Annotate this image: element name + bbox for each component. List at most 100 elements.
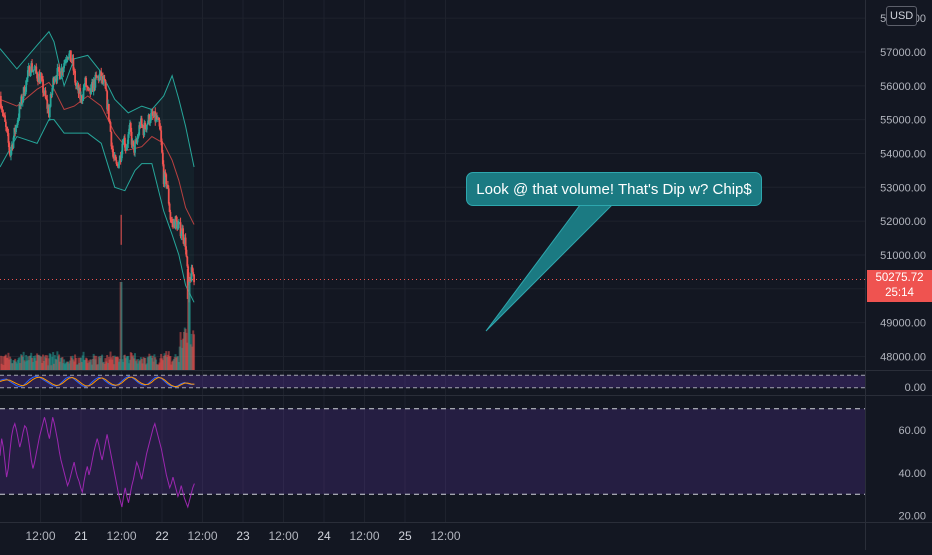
candle-body xyxy=(146,122,149,125)
volume-bar xyxy=(0,355,2,370)
candle-body xyxy=(53,79,56,83)
candle-body xyxy=(74,70,76,83)
candle-body xyxy=(6,129,9,134)
volume-bar xyxy=(1,356,4,370)
candle-body xyxy=(120,154,123,161)
candle-body xyxy=(64,60,67,62)
time-axis-label: 22 xyxy=(155,529,169,543)
candle-body xyxy=(12,137,15,148)
candle-body xyxy=(156,116,158,120)
time-axis-label: 12:00 xyxy=(106,529,136,543)
candle-body xyxy=(5,126,8,130)
candle-body xyxy=(7,133,10,143)
candle-body xyxy=(157,118,160,121)
candle-body xyxy=(130,131,133,145)
price-axis-label: 53000.00 xyxy=(880,182,926,194)
candle-body xyxy=(103,78,106,81)
candle-body xyxy=(149,120,152,124)
candle-body xyxy=(161,141,163,153)
volume-bar xyxy=(112,355,115,370)
volume-bar xyxy=(120,282,123,370)
candle-body xyxy=(110,131,113,147)
candle-body xyxy=(100,71,103,81)
candle-body xyxy=(18,104,21,118)
candle-body xyxy=(150,113,152,121)
time-axis-label: 23 xyxy=(236,529,250,543)
last-price-tag: 50275.72 25:14 xyxy=(867,270,932,302)
candle-body xyxy=(160,130,163,142)
candle-body xyxy=(81,98,84,101)
candle-body xyxy=(145,124,148,130)
volume-bar xyxy=(74,358,77,370)
candle-body xyxy=(26,77,28,81)
candle-body xyxy=(132,140,135,146)
candle-body xyxy=(177,223,180,225)
candle-body xyxy=(83,87,86,89)
oscillator-axis-label: 0.00 xyxy=(905,382,926,394)
rsi-axis-label: 60.00 xyxy=(898,425,926,437)
time-axis-label: 21 xyxy=(74,529,88,543)
annotation-callout[interactable]: Look @ that volume! That's Dip w? Chip$ xyxy=(466,172,762,206)
volume-bar xyxy=(95,355,98,370)
candle-body xyxy=(185,249,188,257)
candle-body xyxy=(80,95,83,101)
bollinger-basis-line xyxy=(0,81,195,225)
candle-body xyxy=(112,148,114,157)
candle-body xyxy=(39,76,42,84)
time-axis-label: 25 xyxy=(398,529,412,543)
candle-body xyxy=(79,88,82,100)
candle-body xyxy=(26,70,29,78)
candle-body xyxy=(28,66,31,76)
price-axis-label: 55000.00 xyxy=(880,115,926,127)
candle-body xyxy=(192,272,195,275)
candle-body xyxy=(58,67,60,72)
candle-body xyxy=(186,256,189,267)
candle-body xyxy=(111,146,114,149)
candle-body xyxy=(2,112,5,115)
candle-body xyxy=(134,142,136,153)
candle-body xyxy=(169,211,172,220)
candle-body xyxy=(10,150,12,156)
time-axis-label: 12:00 xyxy=(268,529,298,543)
candle-body xyxy=(33,69,36,71)
candle-body xyxy=(46,99,49,109)
time-axis-label: 12:00 xyxy=(430,529,460,543)
candle-body xyxy=(122,143,125,145)
candle-body xyxy=(60,68,63,78)
candle-body xyxy=(151,111,154,116)
candle-body xyxy=(69,50,72,62)
candle-body xyxy=(23,87,26,96)
price-axis-label: 49000.00 xyxy=(880,318,926,330)
candle-body xyxy=(5,121,7,127)
candle-body xyxy=(29,72,32,76)
candle-body xyxy=(190,267,193,282)
candle-body xyxy=(63,63,66,69)
candle-body xyxy=(191,267,194,273)
candle-body xyxy=(49,94,52,107)
candle-body xyxy=(182,228,184,241)
rsi-axis-label: 20.00 xyxy=(898,511,926,523)
candle-body xyxy=(193,274,195,283)
volume-bar xyxy=(144,357,147,370)
candle-body xyxy=(123,137,126,148)
candle-body xyxy=(45,97,48,100)
candle-body xyxy=(48,106,51,118)
candle-body xyxy=(136,137,139,143)
candle-body xyxy=(148,114,151,124)
oscillator-line xyxy=(0,376,195,388)
price-axis-label: 56000.00 xyxy=(880,81,926,93)
currency-badge[interactable]: USD xyxy=(886,6,918,26)
candle-body xyxy=(187,266,190,284)
candle-body xyxy=(59,71,61,80)
candle-body xyxy=(72,58,75,71)
candle-body xyxy=(115,160,118,164)
candle-body xyxy=(32,70,35,72)
volume-bar xyxy=(49,354,52,370)
candle-body xyxy=(62,68,65,73)
candle-body xyxy=(159,126,162,131)
candle-body xyxy=(170,219,173,222)
candle-body xyxy=(164,172,167,175)
price-axis-label: 51000.00 xyxy=(880,250,926,262)
annotation-callout-tail xyxy=(485,204,614,332)
